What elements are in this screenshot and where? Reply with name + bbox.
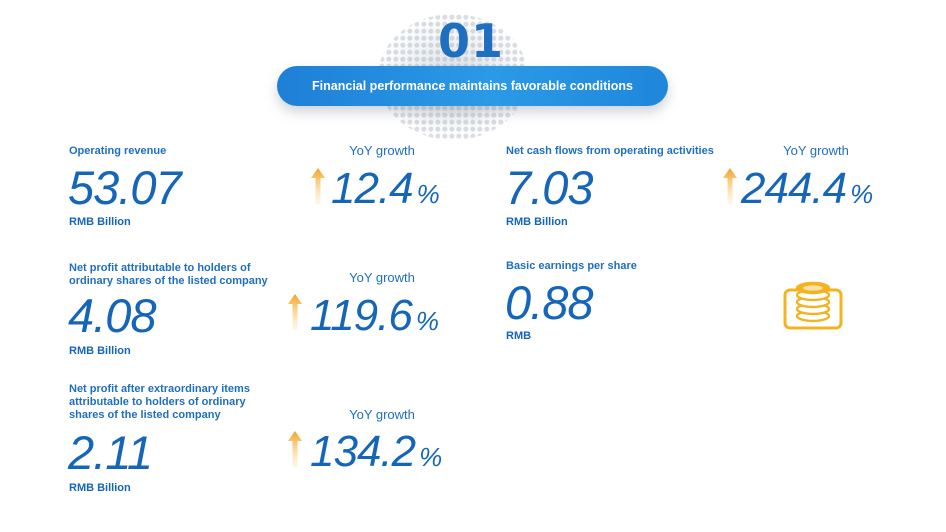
cash-flow-yoy-label: YoY growth <box>783 143 849 158</box>
net-profit-yoy: 119.6% <box>310 291 439 345</box>
up-arrow-icon <box>288 431 302 467</box>
revenue-yoy-unit: % <box>416 179 440 209</box>
revenue-unit: RMB Billion <box>69 216 131 228</box>
revenue-yoy-label: YoY growth <box>349 143 415 158</box>
cash-flow-yoy: 244.4% <box>741 164 873 218</box>
revenue-value: 53.07 <box>68 161 182 214</box>
section-number: 01 <box>437 14 504 68</box>
net-profit-after-yoy-unit: % <box>419 442 442 472</box>
net-profit-after-unit: RMB Billion <box>69 482 131 494</box>
cash-flow-label: Net cash flows from operating activities <box>506 145 714 157</box>
up-arrow-icon <box>723 168 737 204</box>
cash-flow-value: 7.03 <box>505 161 593 214</box>
coins-icon <box>783 281 843 330</box>
net-profit-label: Net profit attributable to holders of or… <box>69 262 268 287</box>
up-arrow-icon <box>311 168 325 204</box>
net-profit-after-yoy: 134.2% <box>310 427 442 481</box>
net-profit-unit: RMB Billion <box>69 345 131 357</box>
up-arrow-icon <box>288 294 302 330</box>
net-profit-after-yoy-label: YoY growth <box>349 407 415 422</box>
net-profit-after-label: Net profit after extraordinary items att… <box>69 383 250 421</box>
revenue-yoy: 12.4% <box>331 164 440 218</box>
cash-flow-yoy-unit: % <box>850 179 873 209</box>
net-profit-yoy-label: YoY growth <box>349 270 415 285</box>
net-profit-yoy-value: 119.6 <box>310 291 413 340</box>
net-profit-yoy-unit: % <box>415 306 439 336</box>
eps-label: Basic earnings per share <box>506 260 637 272</box>
net-profit-after-value: 2.11 <box>68 426 153 479</box>
cash-flow-yoy-value: 244.4 <box>741 164 847 213</box>
net-profit-after-yoy-value: 134.2 <box>310 427 416 476</box>
cash-flow-unit: RMB Billion <box>506 216 568 228</box>
eps-unit: RMB <box>506 330 532 342</box>
revenue-label: Operating revenue <box>69 145 167 157</box>
net-profit-value: 4.08 <box>68 289 156 342</box>
section-title: Financial performance maintains favorabl… <box>277 66 668 106</box>
revenue-yoy-value: 12.4 <box>331 164 414 213</box>
eps-value: 0.88 <box>505 276 593 329</box>
